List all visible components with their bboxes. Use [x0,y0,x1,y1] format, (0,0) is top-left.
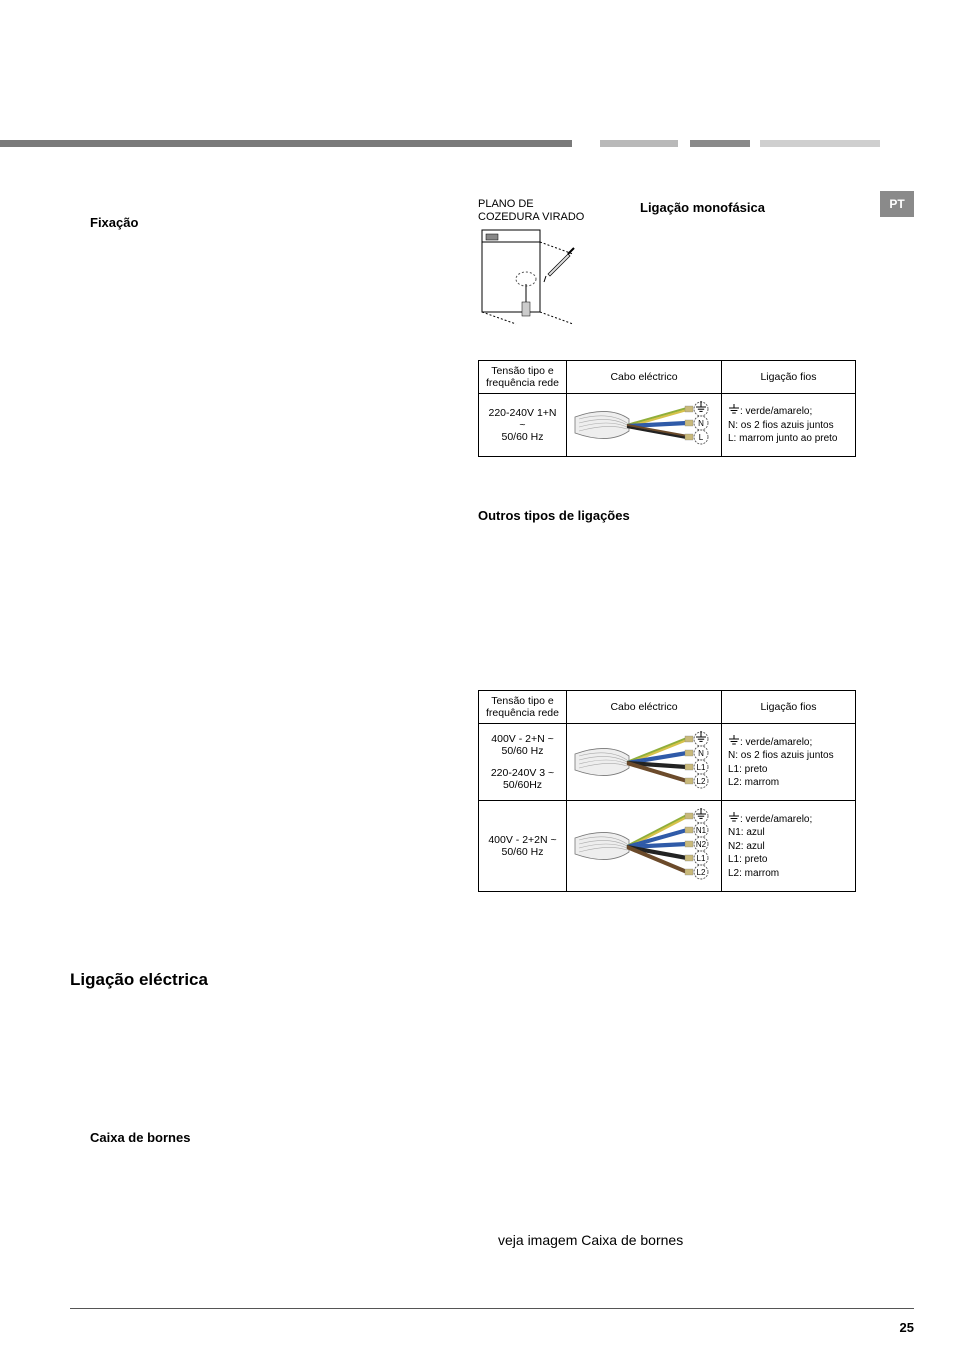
table-header-cable: Cabo eléctrico [567,691,722,724]
topbar-segment [760,140,880,147]
figure-caption-line1: PLANO DE [478,198,534,210]
monophase-table: Tensão tipo efrequência rede Cabo eléctr… [478,360,856,457]
voltage-cell: 400V - 2+2N ~50/60 Hz [479,801,567,892]
heading-caixa-de-bornes: Caixa de bornes [90,1130,440,1145]
svg-text:L1: L1 [697,854,706,863]
top-color-bar [0,140,954,147]
svg-text:N: N [698,749,704,758]
caption-veja-imagem: veja imagem Caixa de bornes [498,1232,683,1248]
table-header-cable: Cabo eléctrico [567,361,722,394]
language-badge: PT [880,191,914,217]
connection-cell: : verde/amarelo;N: os 2 fios azuis junto… [722,394,856,457]
svg-text:N1: N1 [696,826,707,835]
hob-installation-diagram [478,224,578,334]
table-header-connection: Ligação fios [722,361,856,394]
cable-cell: N L1 L2 [567,724,722,801]
table-row: 400V - 2+2N ~50/60 Hz N1 N2 L1 L2 : verde/a… [479,801,856,892]
table-row: 400V - 2+N ~50/60 Hz220-240V 3 ~50/60Hz … [479,724,856,801]
table-row: 220-240V 1+N ~50/60 Hz NL : verde/amarel… [479,394,856,457]
cable-cell: N1 N2 L1 L2 [567,801,722,892]
figure-caption-line2: COZEDURA VIRADO [478,211,584,223]
other-connections-table: Tensão tipo efrequência rede Cabo eléctr… [478,690,856,892]
heading-outros-tipos: Outros tipos de ligações [478,508,630,523]
heading-fixacao: Fixação [90,215,440,230]
connection-cell: : verde/amarelo;N1: azulN2: azulL1: pret… [722,801,856,892]
connection-list: : verde/amarelo;N: os 2 fios azuis junto… [728,735,849,790]
svg-text:L2: L2 [697,777,706,786]
connection-list: : verde/amarelo;N1: azulN2: azulL1: pret… [728,812,849,881]
topbar-segment [0,140,572,147]
cable-cell: NL [567,394,722,457]
svg-text:N2: N2 [696,840,707,849]
cable-diagram: N1 N2 L1 L2 [569,803,719,889]
heading-ligacao-monofasica: Ligação monofásica [640,200,765,215]
figure-caption: PLANO DE COZEDURA VIRADO [478,198,584,224]
cable-diagram: N L1 L2 [569,726,719,798]
table-header-voltage: Tensão tipo efrequência rede [479,361,567,394]
page-number: 25 [900,1320,914,1335]
voltage-cell: 220-240V 1+N ~50/60 Hz [479,394,567,457]
footer-rule [70,1308,914,1309]
topbar-segment [600,140,678,147]
table-header-connection: Ligação fios [722,691,856,724]
svg-text:L1: L1 [697,763,706,772]
cable-diagram: NL [569,396,719,454]
voltage-cell: 400V - 2+N ~50/60 Hz220-240V 3 ~50/60Hz [479,724,567,801]
table-header-voltage: Tensão tipo efrequência rede [479,691,567,724]
connection-cell: : verde/amarelo;N: os 2 fios azuis junto… [722,724,856,801]
svg-text:N: N [698,419,704,428]
svg-text:L: L [699,433,704,442]
connection-list: : verde/amarelo;N: os 2 fios azuis junto… [728,404,849,446]
topbar-segment [690,140,750,147]
heading-ligacao-electrica: Ligação eléctrica [70,970,208,990]
svg-text:L2: L2 [697,868,706,877]
page: PT Fixação PLANO DE COZEDURA VIRADO Liga… [0,0,954,1350]
